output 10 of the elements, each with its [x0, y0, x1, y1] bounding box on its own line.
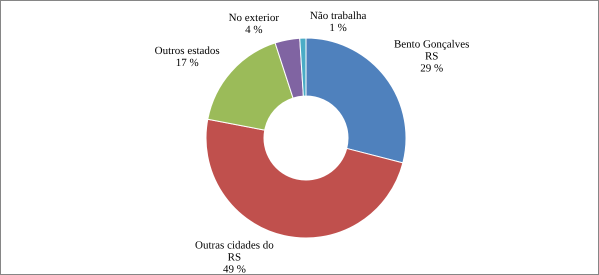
- slice-label: Outros estados: [154, 44, 220, 57]
- data-label: 49 %: [222, 263, 246, 275]
- slice-label: Bento Gonçalves RS: [394, 38, 470, 62]
- data-label: 4 %: [245, 23, 263, 36]
- slice-label: No exterior: [228, 11, 280, 24]
- data-label: 17 %: [176, 56, 199, 69]
- data-label: 1 %: [329, 22, 347, 34]
- slice-label: Outras cidades do RS: [195, 239, 274, 264]
- data-label: 29 %: [420, 62, 444, 74]
- slice-label: Não trabalha: [310, 10, 366, 22]
